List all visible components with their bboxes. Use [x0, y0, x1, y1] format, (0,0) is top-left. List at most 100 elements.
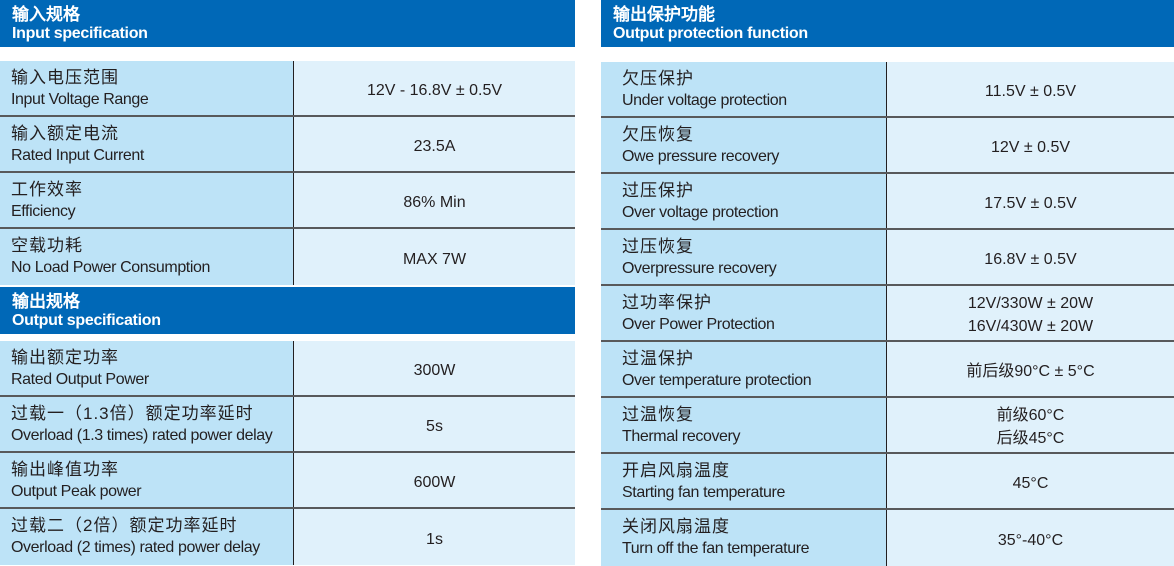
- protection-title-zh: 输出保护功能: [613, 5, 715, 24]
- value-text: 12V ± 0.5V: [990, 138, 1071, 156]
- table-row: 输入额定电流 Rated Input Current 23.5A: [0, 117, 575, 173]
- row-value: 16.8V ± 0.5V: [887, 230, 1174, 284]
- row-label: 关闭风扇温度 Turn off the fan temperature: [601, 510, 887, 566]
- value-text: 16V/430W ± 20W: [967, 318, 1094, 335]
- value-text: 300W: [413, 361, 456, 379]
- value-text: 12V/330W ± 20W: [967, 295, 1094, 312]
- row-label: 过压保护 Over voltage protection: [601, 174, 887, 228]
- label-en: Rated Input Current: [11, 147, 144, 164]
- row-label: 输入额定电流 Rated Input Current: [0, 117, 294, 171]
- label-en: Turn off the fan temperature: [622, 540, 810, 557]
- input-spec-title-en: Input specification: [12, 25, 148, 42]
- row-value: 12V/330W ± 20W 16V/430W ± 20W: [887, 286, 1174, 340]
- row-value: 45°C: [887, 454, 1174, 508]
- row-value: 23.5A: [294, 117, 575, 171]
- value-text: 45°C: [1012, 474, 1049, 492]
- label-zh: 欠压保护: [622, 69, 694, 88]
- output-spec-header: 输出规格 Output specification: [0, 287, 575, 334]
- label-zh: 过功率保护: [622, 293, 712, 312]
- label-zh: 过压保护: [622, 181, 694, 200]
- table-row: 过压恢复 Overpressure recovery 16.8V ± 0.5V: [601, 230, 1174, 286]
- input-spec-table: 输入电压范围 Input Voltage Range 12V - 16.8V ±…: [0, 61, 575, 285]
- value-text: 前后级90°C ± 5°C: [966, 362, 1095, 380]
- input-spec-title-zh: 输入规格: [12, 5, 80, 24]
- table-row: 空载功耗 No Load Power Consumption MAX 7W: [0, 229, 575, 285]
- label-zh: 过压恢复: [622, 237, 694, 256]
- label-zh: 欠压恢复: [622, 125, 694, 144]
- label-zh: 开启风扇温度: [622, 461, 730, 480]
- protection-header: 输出保护功能 Output protection function: [601, 0, 1174, 47]
- row-value: 600W: [294, 453, 575, 507]
- table-row: 输出额定功率 Rated Output Power 300W: [0, 341, 575, 397]
- label-zh: 输出峰值功率: [11, 460, 119, 479]
- row-label: 过载二（2倍）额定功率延时 Overload (2 times) rated p…: [0, 509, 294, 565]
- label-en: Efficiency: [11, 203, 76, 220]
- value-text: 12V - 16.8V ± 0.5V: [366, 81, 503, 99]
- label-zh: 输出额定功率: [11, 348, 119, 367]
- label-en: Over Power Protection: [622, 316, 775, 333]
- label-en: Overpressure recovery: [622, 260, 777, 277]
- label-zh: 输入额定电流: [11, 124, 119, 143]
- value-text: 86% Min: [403, 193, 466, 211]
- row-value: 11.5V ± 0.5V: [887, 62, 1174, 116]
- row-value: 300W: [294, 341, 575, 395]
- row-value: 前后级90°C ± 5°C: [887, 342, 1174, 396]
- table-row: 过温保护 Over temperature protection 前后级90°C…: [601, 342, 1174, 398]
- label-en: Input Voltage Range: [11, 91, 149, 108]
- table-row: 过温恢复 Thermal recovery 前级60°C 后级45°C: [601, 398, 1174, 454]
- row-value: 前级60°C 后级45°C: [887, 398, 1174, 452]
- label-en: Under voltage protection: [622, 92, 787, 109]
- table-row: 欠压恢复 Owe pressure recovery 12V ± 0.5V: [601, 118, 1174, 174]
- output-spec-title-zh: 输出规格: [12, 292, 80, 311]
- value-text: 5s: [426, 417, 443, 435]
- table-row: 输出峰值功率 Output Peak power 600W: [0, 453, 575, 509]
- row-value: 86% Min: [294, 173, 575, 227]
- row-label: 过温恢复 Thermal recovery: [601, 398, 887, 452]
- label-zh: 工作效率: [11, 180, 83, 199]
- table-row: 过载二（2倍）额定功率延时 Overload (2 times) rated p…: [0, 509, 575, 565]
- label-zh: 过温保护: [622, 349, 694, 368]
- value-text: 16.8V ± 0.5V: [984, 250, 1077, 268]
- table-row: 关闭风扇温度 Turn off the fan temperature 35°-…: [601, 510, 1174, 566]
- protection-table: 欠压保护 Under voltage protection 11.5V ± 0.…: [601, 62, 1174, 566]
- row-value: 12V ± 0.5V: [887, 118, 1174, 172]
- label-en: Over voltage protection: [622, 204, 779, 221]
- row-label: 过功率保护 Over Power Protection: [601, 286, 887, 340]
- row-label: 输出峰值功率 Output Peak power: [0, 453, 294, 507]
- label-en: Output Peak power: [11, 483, 142, 500]
- row-label: 过温保护 Over temperature protection: [601, 342, 887, 396]
- table-row: 工作效率 Efficiency 86% Min: [0, 173, 575, 229]
- table-row: 过压保护 Over voltage protection 17.5V ± 0.5…: [601, 174, 1174, 230]
- row-label: 开启风扇温度 Starting fan temperature: [601, 454, 887, 508]
- label-en: No Load Power Consumption: [11, 259, 211, 276]
- value-text: 600W: [413, 473, 456, 491]
- row-value: 1s: [294, 509, 575, 565]
- row-value: 35°-40°C: [887, 510, 1174, 566]
- row-value: 17.5V ± 0.5V: [887, 174, 1174, 228]
- value-text: 35°-40°C: [997, 531, 1064, 549]
- row-label: 过载一（1.3倍）额定功率延时 Overload (1.3 times) rat…: [0, 397, 294, 451]
- label-zh: 关闭风扇温度: [622, 517, 730, 536]
- output-spec-title-en: Output specification: [12, 312, 161, 329]
- output-spec-table: 输出额定功率 Rated Output Power 300W 过载一（1.3倍）…: [0, 341, 575, 565]
- label-en: Overload (1.3 times) rated power delay: [11, 427, 273, 444]
- value-text: 1s: [426, 530, 443, 548]
- table-row: 过载一（1.3倍）额定功率延时 Overload (1.3 times) rat…: [0, 397, 575, 453]
- protection-title-en: Output protection function: [613, 25, 808, 42]
- table-row: 输入电压范围 Input Voltage Range 12V - 16.8V ±…: [0, 61, 575, 117]
- value-text: 11.5V ± 0.5V: [984, 82, 1077, 100]
- label-en: Rated Output Power: [11, 371, 149, 388]
- value-text: 23.5A: [413, 137, 456, 155]
- input-spec-header: 输入规格 Input specification: [0, 0, 575, 47]
- row-value: 12V - 16.8V ± 0.5V: [294, 61, 575, 115]
- value-text: MAX 7W: [402, 250, 467, 268]
- row-label: 工作效率 Efficiency: [0, 173, 294, 227]
- label-en: Starting fan temperature: [622, 484, 785, 501]
- label-en: Overload (2 times) rated power delay: [11, 539, 260, 556]
- label-en: Owe pressure recovery: [622, 148, 779, 165]
- table-row: 欠压保护 Under voltage protection 11.5V ± 0.…: [601, 62, 1174, 118]
- label-zh: 过温恢复: [622, 405, 694, 424]
- label-en: Thermal recovery: [622, 428, 741, 445]
- row-value: 5s: [294, 397, 575, 451]
- label-en: Over temperature protection: [622, 372, 812, 389]
